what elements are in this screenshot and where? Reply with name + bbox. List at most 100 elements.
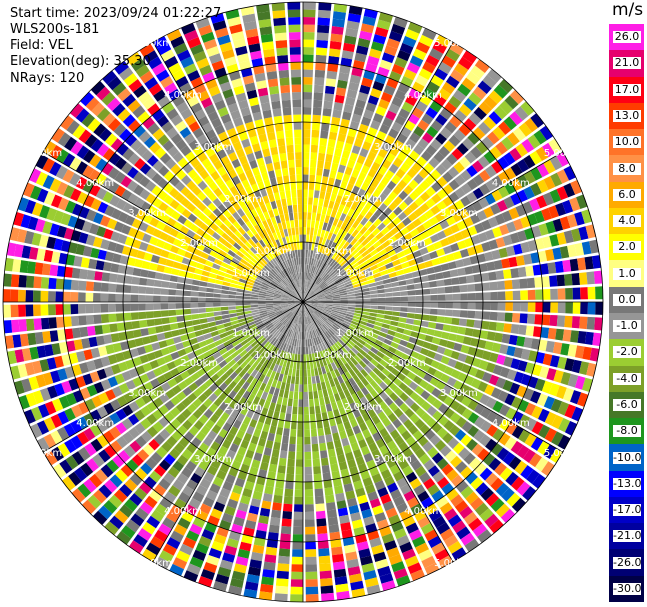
velocity-gate — [266, 274, 274, 280]
velocity-gate — [134, 422, 146, 435]
velocity-gate — [333, 300, 341, 302]
velocity-gate — [233, 384, 242, 393]
velocity-gate — [265, 546, 278, 556]
velocity-gate — [380, 91, 393, 103]
velocity-gate — [43, 417, 56, 432]
velocity-gate — [287, 398, 293, 407]
velocity-gate — [79, 362, 89, 374]
velocity-gate — [558, 417, 571, 433]
velocity-gate — [382, 117, 394, 128]
velocity-gate — [346, 288, 355, 293]
velocity-gate — [333, 102, 344, 111]
velocity-gate — [293, 315, 297, 323]
velocity-gate — [314, 368, 319, 376]
velocity-gate — [405, 138, 417, 150]
velocity-gate — [185, 326, 195, 334]
velocity-gate — [203, 217, 214, 227]
velocity-gate — [316, 47, 328, 56]
velocity-gate — [219, 41, 233, 53]
velocity-gate — [326, 248, 333, 257]
velocity-gate — [377, 148, 388, 159]
velocity-gate — [297, 280, 300, 288]
velocity-gate — [545, 340, 555, 353]
velocity-gate — [177, 276, 186, 284]
velocity-gate — [128, 153, 140, 166]
velocity-gate — [75, 243, 86, 256]
velocity-gate — [181, 408, 192, 419]
velocity-gate — [267, 131, 276, 141]
velocity-gate — [484, 193, 496, 205]
velocity-gate — [327, 240, 334, 249]
velocity-gate — [329, 346, 336, 354]
velocity-gate — [317, 427, 325, 437]
velocity-gate — [221, 439, 232, 449]
velocity-gate — [379, 359, 388, 368]
velocity-gate — [335, 245, 343, 254]
velocity-gate — [400, 307, 408, 312]
velocity-gate — [108, 181, 120, 194]
velocity-gate — [282, 374, 288, 383]
velocity-gate — [198, 292, 206, 297]
velocity-gate — [452, 302, 461, 309]
velocity-gate — [491, 249, 501, 260]
velocity-gate — [533, 326, 542, 338]
range-ring-label: 1.00km — [336, 328, 374, 339]
velocity-gate — [512, 302, 521, 312]
velocity-gate — [520, 101, 535, 116]
velocity-gate — [379, 59, 393, 71]
velocity-gate — [104, 521, 119, 536]
velocity-gate — [134, 337, 144, 347]
velocity-gate — [126, 51, 142, 66]
velocity-gate — [198, 576, 213, 588]
velocity-gate — [191, 279, 201, 286]
velocity-gate — [347, 208, 355, 218]
velocity-gate — [315, 276, 321, 284]
velocity-gate — [396, 502, 409, 514]
velocity-gate — [65, 455, 79, 470]
velocity-gate — [481, 241, 491, 252]
velocity-gate — [53, 238, 64, 251]
velocity-gate — [238, 278, 247, 284]
velocity-gate — [468, 92, 482, 106]
velocity-gate — [299, 309, 302, 317]
velocity-gate — [332, 303, 341, 306]
velocity-gate — [146, 278, 155, 287]
velocity-gate — [166, 127, 178, 139]
velocity-gate — [287, 152, 295, 161]
velocity-gate — [251, 235, 259, 244]
velocity-gate — [529, 453, 542, 468]
velocity-gate — [140, 269, 149, 278]
velocity-gate — [443, 348, 453, 358]
velocity-gate — [268, 209, 275, 218]
velocity-gate — [460, 434, 472, 446]
velocity-gate — [235, 305, 244, 310]
velocity-gate — [472, 523, 488, 537]
range-ring-label: 3.00km — [128, 208, 166, 219]
velocity-gate — [303, 354, 307, 362]
velocity-gate — [333, 3, 348, 13]
velocity-gate — [366, 459, 377, 470]
velocity-gate — [312, 274, 317, 282]
velocity-gate — [440, 355, 450, 365]
velocity-gate — [187, 392, 198, 403]
velocity-gate — [222, 199, 232, 209]
velocity-gate — [85, 209, 97, 222]
velocity-gate — [191, 196, 202, 207]
velocity-gate — [364, 201, 373, 211]
velocity-gate — [297, 429, 303, 437]
velocity-gate — [422, 341, 432, 350]
velocity-gate — [312, 330, 317, 338]
velocity-gate — [263, 447, 272, 457]
velocity-gate — [44, 344, 54, 357]
velocity-gate — [417, 353, 427, 363]
velocity-gate — [161, 441, 173, 453]
velocity-gate — [380, 327, 389, 334]
velocity-gate — [277, 563, 290, 572]
range-ring-label: 2.00km — [224, 194, 262, 205]
velocity-gate — [355, 341, 364, 349]
velocity-gate — [498, 432, 511, 446]
velocity-gate — [407, 496, 420, 509]
velocity-gate — [33, 304, 41, 317]
velocity-gate — [184, 346, 194, 354]
velocity-gate — [197, 180, 208, 191]
